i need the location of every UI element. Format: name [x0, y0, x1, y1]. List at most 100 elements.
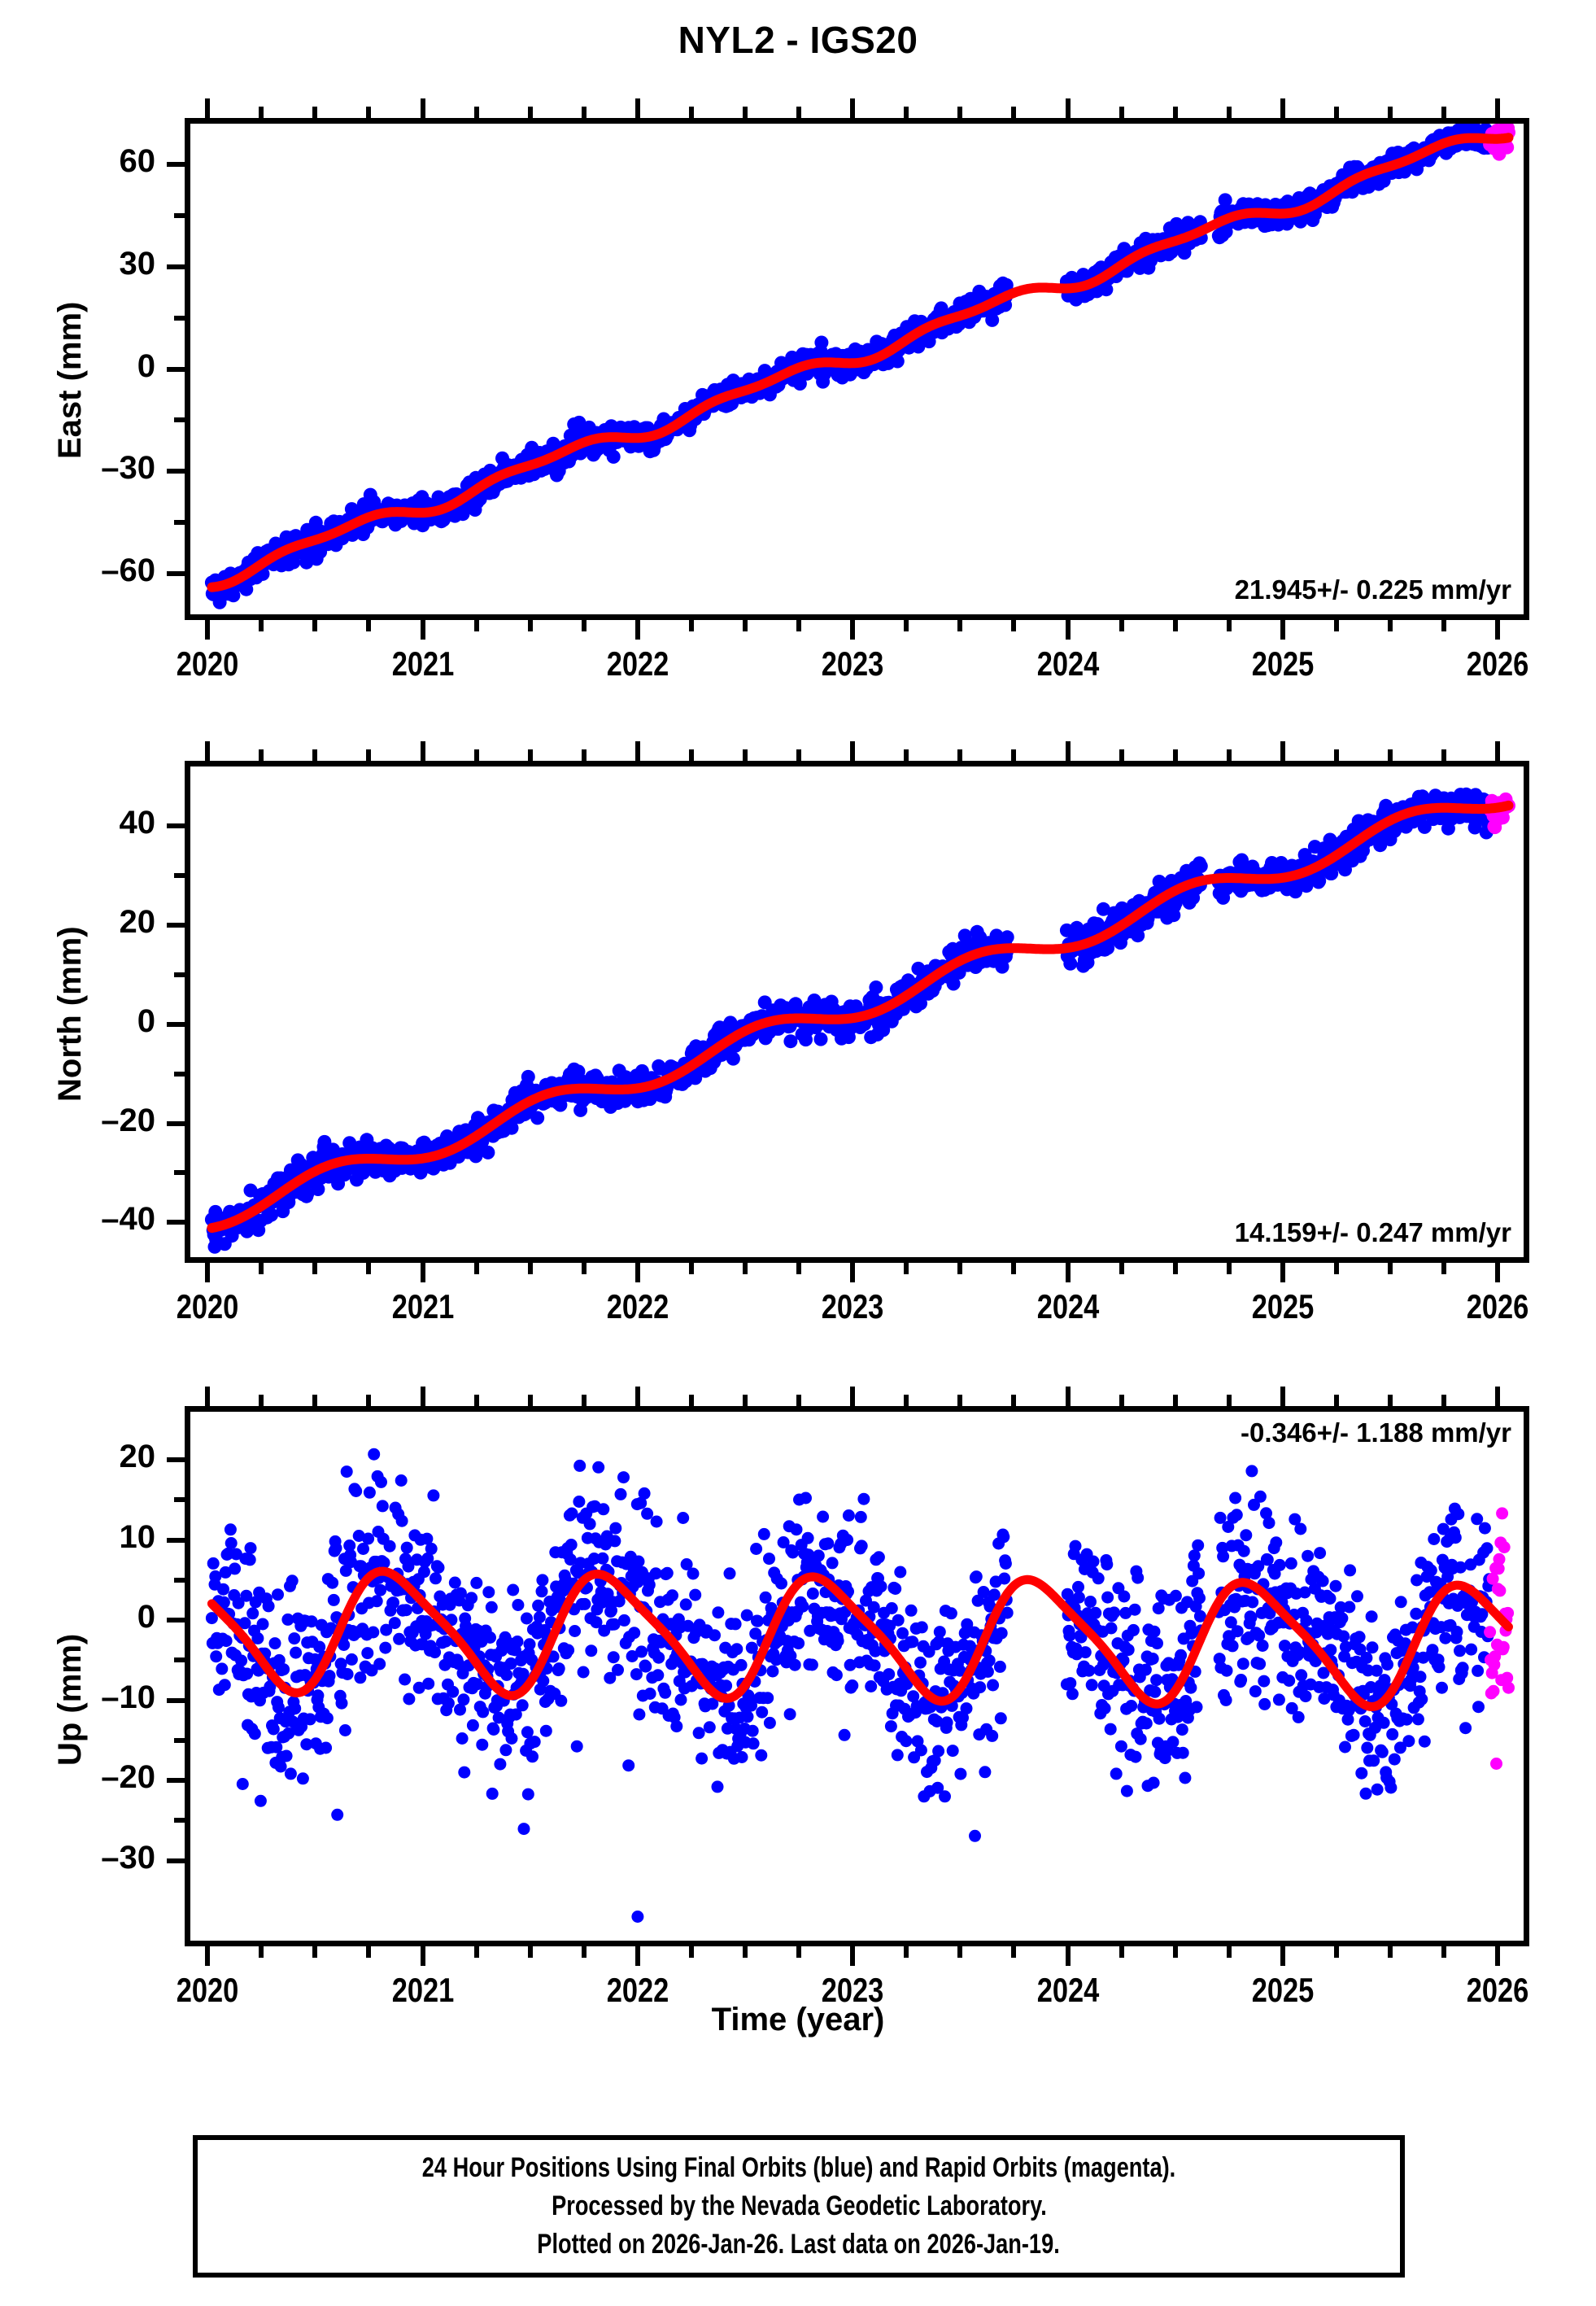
x-minor-tick-top-east-0-2	[312, 107, 318, 118]
y-tick-label-east-2: 0	[137, 347, 155, 384]
x-tick-label-north-2: 2022	[606, 1287, 669, 1326]
page-title: NYL2 - IGS20	[678, 19, 918, 61]
x-tick-label-north-4: 2024	[1036, 1287, 1099, 1326]
y-tick-mark-east-1	[167, 264, 185, 269]
x-minor-tick-top-up-3-2	[957, 1395, 963, 1406]
x-major-tick-top-north-3	[850, 741, 856, 761]
x-minor-tick-top-east-2-1	[688, 107, 694, 118]
y-tick-mark-north-0	[167, 823, 185, 829]
x-tick-label-east-5: 2025	[1251, 644, 1315, 683]
x-minor-tick-bottom-up-1-1	[473, 1946, 479, 1958]
x-minor-tick-bottom-north-0-1	[259, 1263, 264, 1274]
x-minor-tick-top-north-3-1	[904, 749, 909, 761]
x-minor-tick-top-east-1-3	[581, 107, 587, 118]
x-major-tick-bottom-up-1	[420, 1946, 425, 1966]
outlier-point	[631, 1911, 644, 1923]
y-minor-tick-up-4	[174, 1818, 185, 1823]
model-fit-line	[207, 1566, 1513, 1711]
x-minor-tick-top-up-3-1	[904, 1395, 909, 1406]
x-major-tick-top-east-3	[850, 98, 856, 118]
x-minor-tick-bottom-east-0-2	[312, 620, 318, 631]
x-minor-tick-top-east-5-3	[1441, 107, 1447, 118]
model-fit-line	[207, 800, 1514, 1234]
y-tick-mark-east-4	[167, 570, 185, 576]
y-minor-tick-north-2	[174, 1071, 185, 1077]
x-major-tick-top-east-1	[420, 98, 425, 118]
y-tick-mark-up-2	[167, 1618, 185, 1623]
y-minor-tick-east-2	[174, 417, 185, 423]
y-tick-label-north-0: 40	[119, 805, 156, 841]
x-major-tick-top-up-3	[850, 1387, 856, 1406]
x-minor-tick-top-east-3-2	[957, 107, 963, 118]
caption-line-2: Processed by the Nevada Geodetic Laborat…	[551, 2190, 1047, 2222]
x-major-tick-bottom-up-3	[850, 1946, 856, 1966]
x-minor-tick-top-east-3-1	[904, 107, 909, 118]
x-minor-tick-top-east-3-3	[1011, 107, 1017, 118]
x-minor-tick-top-up-4-3	[1226, 1395, 1232, 1406]
x-tick-label-up-5: 2025	[1251, 1971, 1315, 2009]
x-minor-tick-bottom-east-5-3	[1441, 620, 1447, 631]
x-minor-tick-top-north-1-3	[581, 749, 587, 761]
x-minor-tick-bottom-north-4-1	[1119, 1263, 1124, 1274]
x-tick-label-north-0: 2020	[176, 1287, 239, 1326]
x-minor-tick-top-north-0-3	[366, 749, 372, 761]
x-minor-tick-bottom-up-3-1	[904, 1946, 909, 1958]
x-minor-tick-bottom-up-5-3	[1441, 1946, 1447, 1958]
y-minor-tick-north-1	[174, 972, 185, 977]
x-tick-label-east-0: 2020	[176, 644, 239, 683]
x-major-tick-top-east-6	[1495, 98, 1501, 118]
x-minor-tick-bottom-east-4-2	[1172, 620, 1178, 631]
y-tick-mark-up-4	[167, 1778, 185, 1784]
x-minor-tick-bottom-up-0-1	[259, 1946, 264, 1958]
x-minor-tick-top-up-1-2	[527, 1395, 533, 1406]
x-minor-tick-bottom-east-3-1	[904, 620, 909, 631]
x-minor-tick-top-up-0-2	[312, 1395, 318, 1406]
x-minor-tick-top-north-1-1	[473, 749, 479, 761]
y-tick-label-east-0: 60	[119, 143, 156, 180]
x-minor-tick-top-north-0-1	[259, 749, 264, 761]
x-minor-tick-top-up-3-3	[1011, 1395, 1017, 1406]
x-minor-tick-bottom-north-0-3	[366, 1263, 372, 1274]
x-major-tick-bottom-north-2	[634, 1263, 640, 1282]
plot-area-east[interactable]	[185, 118, 1529, 620]
x-major-tick-top-east-0	[205, 98, 211, 118]
x-major-tick-bottom-north-4	[1065, 1263, 1071, 1282]
x-minor-tick-top-east-2-2	[743, 107, 748, 118]
x-minor-tick-bottom-north-4-3	[1226, 1263, 1232, 1274]
x-tick-label-north-1: 2021	[391, 1287, 454, 1326]
rate-label-up: -0.346+/- 1.188 mm/yr	[1241, 1417, 1511, 1448]
x-tick-label-east-1: 2021	[391, 644, 454, 683]
x-minor-tick-top-north-0-2	[312, 749, 318, 761]
x-minor-tick-bottom-east-1-3	[581, 620, 587, 631]
y-tick-label-east-1: 30	[119, 245, 156, 282]
x-minor-tick-bottom-up-4-2	[1172, 1946, 1178, 1958]
x-major-tick-bottom-up-0	[205, 1946, 211, 1966]
x-minor-tick-top-east-2-3	[796, 107, 802, 118]
y-tick-label-north-4: –40	[101, 1201, 155, 1238]
x-minor-tick-bottom-east-1-2	[527, 620, 533, 631]
plot-area-north[interactable]	[185, 761, 1529, 1263]
x-minor-tick-top-east-4-1	[1119, 107, 1124, 118]
x-minor-tick-top-up-2-3	[796, 1395, 802, 1406]
x-minor-tick-bottom-north-4-2	[1172, 1263, 1178, 1274]
x-tick-label-east-2: 2022	[606, 644, 669, 683]
y-tick-label-up-5: –30	[101, 1839, 155, 1876]
y-tick-mark-up-3	[167, 1697, 185, 1703]
y-tick-mark-up-5	[167, 1858, 185, 1863]
y-tick-label-up-4: –20	[101, 1759, 155, 1796]
y-minor-tick-up-2	[174, 1657, 185, 1663]
x-minor-tick-bottom-north-1-3	[581, 1263, 587, 1274]
x-major-tick-top-north-1	[420, 741, 425, 761]
data-points-final-orbits	[205, 1448, 1496, 1923]
x-minor-tick-top-up-0-3	[366, 1395, 372, 1406]
x-tick-label-up-3: 2023	[821, 1971, 884, 2009]
y-tick-mark-up-0	[167, 1457, 185, 1463]
x-minor-tick-top-north-2-1	[688, 749, 694, 761]
x-tick-label-up-6: 2026	[1466, 1971, 1529, 2009]
plot-area-up[interactable]	[185, 1406, 1529, 1946]
x-major-tick-bottom-east-0	[205, 620, 211, 640]
x-major-tick-top-north-5	[1280, 741, 1285, 761]
x-tick-label-up-1: 2021	[391, 1971, 454, 2009]
y-tick-label-north-1: 20	[119, 903, 156, 940]
